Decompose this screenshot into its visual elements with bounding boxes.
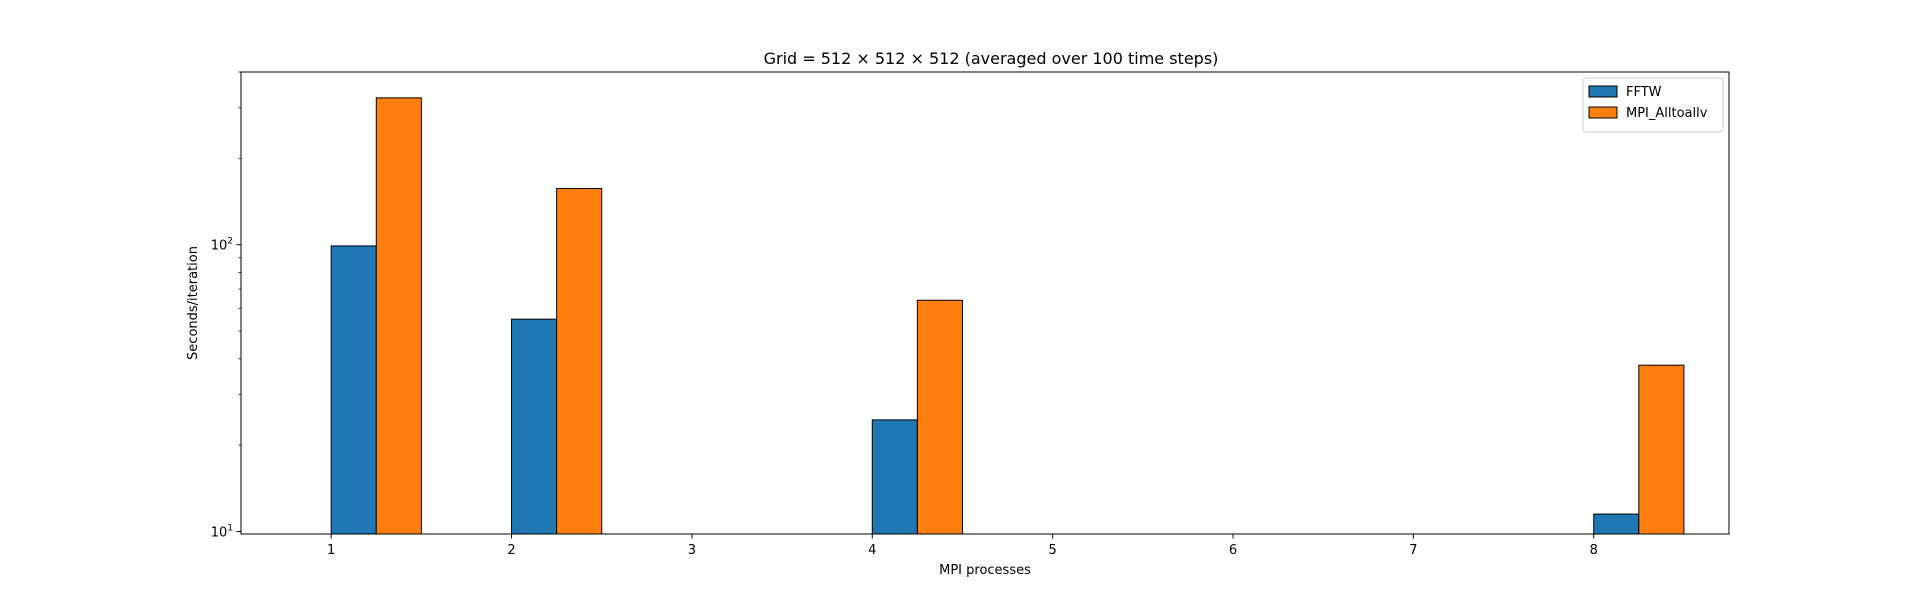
- bars-group: [330, 97, 1685, 535]
- bar-mpi-alltoallv-1: [375, 97, 422, 535]
- plot-frame: [240, 71, 1730, 535]
- x-tick-label-5: 5: [1048, 543, 1056, 558]
- y-major-ticks: 101 102: [211, 237, 241, 540]
- x-tick-label-6: 6: [1229, 543, 1237, 558]
- bar-mpi-alltoallv-2: [556, 187, 603, 535]
- x-tick-label-8: 8: [1590, 543, 1598, 558]
- bar-fftw-4: [871, 419, 918, 535]
- y-axis-label: Seconds/iteration: [186, 246, 201, 360]
- bar-mpi-alltoallv-4: [916, 299, 963, 535]
- x-tick-label-2: 2: [507, 543, 515, 558]
- x-axis-label: MPI processes: [939, 563, 1031, 578]
- bar-mpi-alltoallv-8: [1638, 364, 1685, 535]
- bar-fftw-1: [330, 245, 377, 535]
- legend-swatch-fftw: [1588, 85, 1618, 98]
- x-tick-label-1: 1: [327, 543, 335, 558]
- y-tick-label-100: 102: [211, 237, 233, 254]
- legend-label-mpi-alltoallv: MPI_Alltoallv: [1626, 106, 1708, 121]
- legend-swatch-mpi-alltoallv: [1588, 106, 1618, 119]
- x-tick-label-7: 7: [1409, 543, 1417, 558]
- chart-title: Grid = 512 × 512 × 512 (averaged over 10…: [764, 49, 1219, 68]
- bar-fftw-2: [511, 318, 558, 535]
- legend: FFTW MPI_Alltoallv: [1582, 77, 1724, 133]
- bar-fftw-8: [1593, 513, 1640, 535]
- x-ticks: 1 2 3 4 5 6 7 8: [327, 534, 1598, 558]
- y-tick-label-10: 101: [211, 523, 233, 540]
- x-tick-label-4: 4: [868, 543, 876, 558]
- x-tick-label-3: 3: [688, 543, 696, 558]
- legend-box: [1582, 77, 1724, 133]
- legend-label-fftw: FFTW: [1626, 85, 1662, 100]
